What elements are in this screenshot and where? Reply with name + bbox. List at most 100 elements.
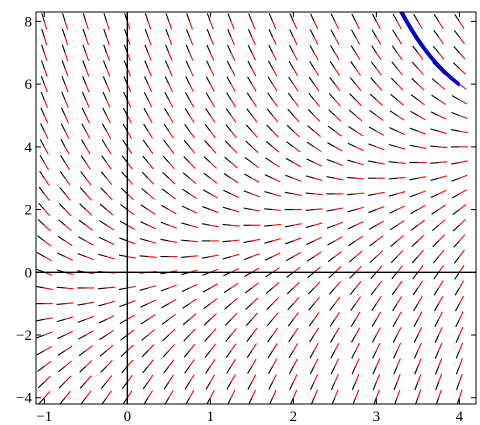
slope-segment-tip	[334, 389, 339, 398]
slope-segment	[40, 107, 45, 116]
slope-segment-tip	[438, 342, 443, 351]
slope-segment-tip	[313, 281, 321, 289]
slope-segment	[120, 334, 128, 341]
slope-segment-tip	[64, 99, 69, 108]
slope-segment	[370, 287, 377, 296]
slope-segment-tip	[189, 255, 199, 258]
slope-segment	[56, 318, 66, 323]
slope-segment-tip	[458, 389, 463, 398]
slope-segment	[244, 173, 253, 179]
slope-segment-tip	[189, 240, 199, 243]
slope-segment-tip	[85, 240, 94, 246]
slope-segment-tip	[459, 99, 468, 105]
slope-segment	[289, 381, 294, 390]
slope-segment-tip	[292, 296, 300, 305]
slope-segment-tip	[417, 234, 425, 242]
slope-segment-tip	[230, 52, 236, 61]
slope-segment-tip	[43, 240, 52, 247]
slope-segment-tip	[126, 177, 134, 185]
slope-segment	[348, 256, 356, 263]
slope-segment-tip	[438, 234, 445, 242]
slope-segment-tip	[43, 52, 48, 62]
slope-segment	[432, 256, 440, 264]
slope-segment-tip	[376, 220, 385, 226]
slope-segment-tip	[396, 373, 401, 383]
slope-segment-tip	[375, 280, 382, 289]
slope-segment	[451, 193, 460, 199]
slope-segment	[264, 256, 273, 261]
slope-segment	[285, 240, 294, 245]
slope-segment	[162, 171, 170, 179]
slope-segment	[57, 334, 66, 340]
slope-segment	[248, 13, 253, 22]
slope-segment-tip	[168, 68, 173, 77]
slope-segment	[451, 177, 460, 182]
slope-segment-tip	[313, 52, 319, 61]
slope-segment	[331, 397, 336, 404]
slope-segment	[431, 78, 439, 85]
slope-segment-tip	[251, 282, 259, 289]
slope-segment-tip	[64, 330, 73, 336]
slope-segment-tip	[355, 83, 362, 92]
slope-segment	[453, 46, 460, 54]
slope-segment-tip	[438, 52, 445, 60]
slope-segment-tip	[64, 130, 70, 140]
slope-segment-tip	[438, 311, 443, 320]
slope-segment	[98, 236, 107, 242]
slope-segment-tip	[251, 297, 259, 305]
slope-segment	[78, 219, 87, 226]
slope-segment-tip	[272, 282, 280, 289]
slope-segment-tip	[209, 343, 216, 352]
slope-segment-tip	[106, 21, 110, 30]
slope-segment-tip	[334, 207, 344, 211]
slope-segment	[367, 193, 377, 197]
slope-segment	[61, 28, 66, 38]
slope-segment	[308, 76, 315, 85]
slope-segment-tip	[313, 358, 319, 367]
slope-field	[36, 13, 468, 404]
x-tick-label: 3	[373, 409, 381, 425]
slope-segment-tip	[106, 130, 112, 139]
slope-segment-tip	[189, 283, 198, 289]
slope-segment	[245, 303, 253, 310]
slope-segment	[453, 240, 460, 248]
slope-segment	[247, 44, 253, 54]
slope-segment	[326, 176, 335, 179]
slope-segment	[327, 240, 336, 246]
slope-segment	[411, 61, 419, 69]
slope-segment	[267, 76, 274, 85]
x-tick-label: 4	[456, 409, 464, 425]
slope-segment	[288, 350, 294, 359]
slope-segment	[160, 238, 169, 242]
slope-segment-tip	[396, 191, 406, 195]
slope-segment-tip	[292, 68, 299, 77]
slope-segment-tip	[313, 21, 319, 30]
plot-frame	[35, 11, 477, 405]
slope-segment	[351, 334, 357, 343]
slope-segment	[372, 366, 377, 375]
slope-segment	[409, 144, 418, 148]
slope-segment-tip	[85, 390, 92, 399]
slope-segment-tip	[147, 285, 157, 289]
slope-segment-tip	[292, 312, 299, 320]
slope-segment	[451, 111, 460, 117]
slope-segment	[351, 13, 357, 22]
slope-segment	[310, 13, 315, 22]
slope-segment	[82, 76, 87, 85]
slope-segment	[409, 127, 419, 132]
slope-segment	[286, 124, 294, 132]
slope-segment-tip	[251, 358, 257, 367]
slope-segment-tip	[334, 296, 341, 304]
slope-segment-tip	[334, 83, 341, 92]
slope-segment	[162, 350, 170, 358]
slope-segment-tip	[251, 83, 257, 92]
slope-segment-tip	[417, 52, 424, 60]
slope-segment	[225, 334, 232, 342]
slope-segment-tip	[417, 280, 424, 289]
slope-segment	[433, 271, 440, 280]
slope-segment	[269, 397, 274, 404]
slope-segment	[102, 60, 108, 69]
slope-segment-tip	[438, 280, 444, 289]
slope-segment-tip	[355, 177, 365, 180]
slope-segment	[391, 45, 398, 54]
